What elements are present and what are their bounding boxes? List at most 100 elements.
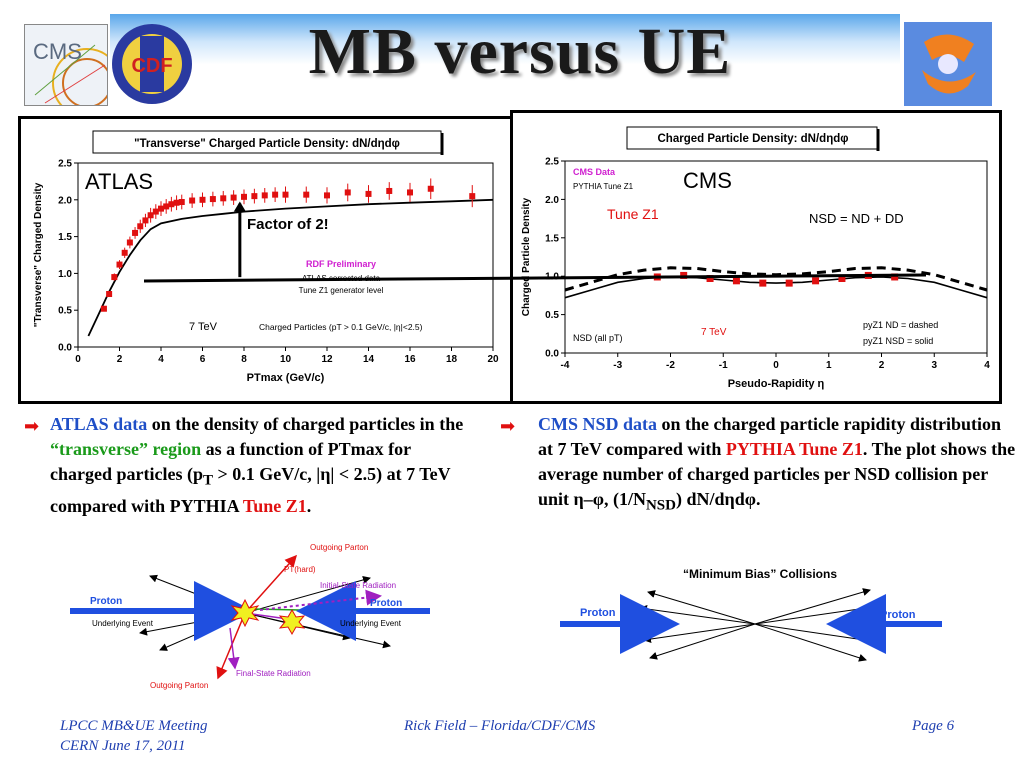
data-point — [324, 192, 330, 199]
cms-logo: CMS — [24, 24, 122, 118]
underlying-event-diagram: Outgoing Parton PT(hard) Initial-State R… — [70, 543, 430, 690]
data-point — [344, 189, 351, 196]
data-point — [100, 305, 107, 312]
data-point — [838, 275, 846, 283]
pythia-label: PYTHIA Tune Z1 — [573, 182, 634, 191]
comparison-line — [143, 273, 927, 283]
data-point — [178, 199, 185, 206]
data-point — [230, 194, 237, 201]
data-point — [251, 193, 258, 200]
y-tick-label: 2.0 — [58, 195, 72, 206]
x-tick-label: 2 — [117, 354, 123, 365]
footer-meeting: LPCC MB&UE Meeting — [60, 718, 208, 734]
footer-author: Rick Field – Florida/CDF/CMS — [404, 718, 596, 734]
x-tick-label: 1 — [826, 360, 832, 371]
pythia-term: PYTHIA Tune Z1 — [725, 439, 863, 459]
x-axis-label: Pseudo-Rapidity η — [728, 378, 825, 390]
title-band — [110, 14, 900, 106]
cms-label: CMS — [683, 168, 732, 193]
collision-star-icon — [230, 598, 260, 628]
proton-left-label: Proton — [90, 596, 122, 607]
energy-label: 7 TeV — [701, 327, 727, 338]
cdf-logo-icon: CDF — [112, 24, 192, 104]
pt-hard-label: PT(hard) — [284, 565, 316, 574]
y-tick-label: 0.5 — [58, 306, 72, 317]
data-point — [706, 275, 714, 283]
data-point — [812, 277, 820, 285]
proton-right-label: Proton — [370, 598, 402, 609]
data-point — [126, 239, 133, 246]
x-tick-label: 0 — [75, 354, 81, 365]
x-tick-label: -4 — [561, 360, 570, 371]
nsd-solid-label: pyZ1 NSD = solid — [863, 336, 933, 346]
data-point — [189, 197, 196, 204]
atlas-description: ATLAS data on the density of charged par… — [50, 414, 464, 516]
x-tick-label: 14 — [363, 354, 375, 365]
y-tick-label: 0.0 — [58, 343, 72, 354]
underlying-event-right-label: Underlying Event — [340, 619, 402, 628]
generator-label: Tune Z1 generator level — [299, 286, 384, 295]
x-tick-label: 6 — [200, 354, 206, 365]
minimum-bias-diagram: “Minimum Bias” Collisions Proton Proton — [560, 567, 942, 662]
x-tick-label: 4 — [984, 360, 990, 371]
data-point — [427, 185, 434, 192]
x-tick-label: 8 — [241, 354, 247, 365]
x-tick-label: -3 — [613, 360, 622, 371]
uf-logo-icon — [922, 34, 976, 94]
data-point — [732, 277, 740, 285]
y-tick-label: 2.5 — [545, 157, 559, 168]
data-point — [152, 208, 159, 215]
data-point — [158, 205, 164, 212]
tune-label: Tune Z1 — [607, 206, 659, 222]
nd-dashed-label: pyZ1 ND = dashed — [863, 320, 938, 330]
atlas-chart: "Transverse" Charged Particle Density: d… — [33, 130, 499, 384]
uf-logo — [904, 22, 992, 106]
data-point — [891, 273, 899, 281]
data-point — [272, 191, 279, 198]
data-point — [137, 223, 144, 230]
chart-title: "Transverse" Charged Particle Density: d… — [134, 138, 400, 150]
cms-logo-text: CMS — [33, 39, 82, 64]
x-tick-label: 4 — [158, 354, 164, 365]
cms-nsd-term: CMS NSD data — [538, 414, 658, 434]
tune-z1-curve — [87, 198, 494, 337]
x-axis-label: PTmax (GeV/c) — [247, 372, 325, 384]
underlying-event-left-label: Underlying Event — [92, 619, 154, 628]
data-point — [386, 187, 393, 194]
nsd-def-label: NSD = ND + DD — [809, 211, 904, 226]
x-tick-label: 10 — [280, 354, 292, 365]
data-point — [173, 199, 180, 206]
prelim-label: RDF Preliminary — [306, 259, 376, 269]
y-tick-label: 2.0 — [545, 195, 559, 206]
tune-z1-term: Tune Z1 — [242, 495, 307, 516]
data-point — [106, 291, 113, 298]
x-tick-label: 0 — [773, 360, 779, 371]
x-tick-label: 20 — [487, 354, 499, 365]
mb-proton-right-label: Proton — [880, 609, 916, 621]
cms-chart-frame: Charged Particle Density: dN/dηdφ -4 -3 -2 -… — [510, 110, 1002, 404]
outgoing-parton-top-label: Outgoing Parton — [310, 543, 368, 552]
cdf-logo: CDF — [110, 22, 194, 106]
isr-label: Initial-State Radiation — [320, 581, 396, 590]
data-point — [116, 261, 123, 268]
atlas-data-term: ATLAS data — [50, 414, 148, 434]
comparison-line-stroke — [143, 273, 927, 283]
factor-label: Factor of 2! — [247, 216, 329, 233]
cdf-logo-text: CDF — [131, 55, 172, 77]
pyz1-nsd-solid-curve — [564, 276, 988, 299]
x-tick-label: 12 — [321, 354, 333, 365]
data-point — [241, 193, 247, 200]
x-tick-label: 18 — [446, 354, 458, 365]
y-tick-label: 0.0 — [545, 349, 559, 360]
x-tick-label: -2 — [666, 360, 675, 371]
y-tick-label: 0.5 — [545, 310, 559, 321]
x-tick-label: 2 — [879, 360, 885, 371]
data-point — [132, 229, 139, 236]
cms-description: CMS NSD data on the charged particle rap… — [538, 414, 1016, 514]
outgoing-parton-bottom-label: Outgoing Parton — [150, 681, 208, 690]
y-tick-label: 1.5 — [58, 232, 72, 243]
chart-title: Charged Particle Density: dN/dηdφ — [658, 133, 849, 145]
atlas-label: ATLAS — [85, 169, 153, 194]
data-point — [365, 190, 372, 197]
data-point — [111, 274, 118, 281]
